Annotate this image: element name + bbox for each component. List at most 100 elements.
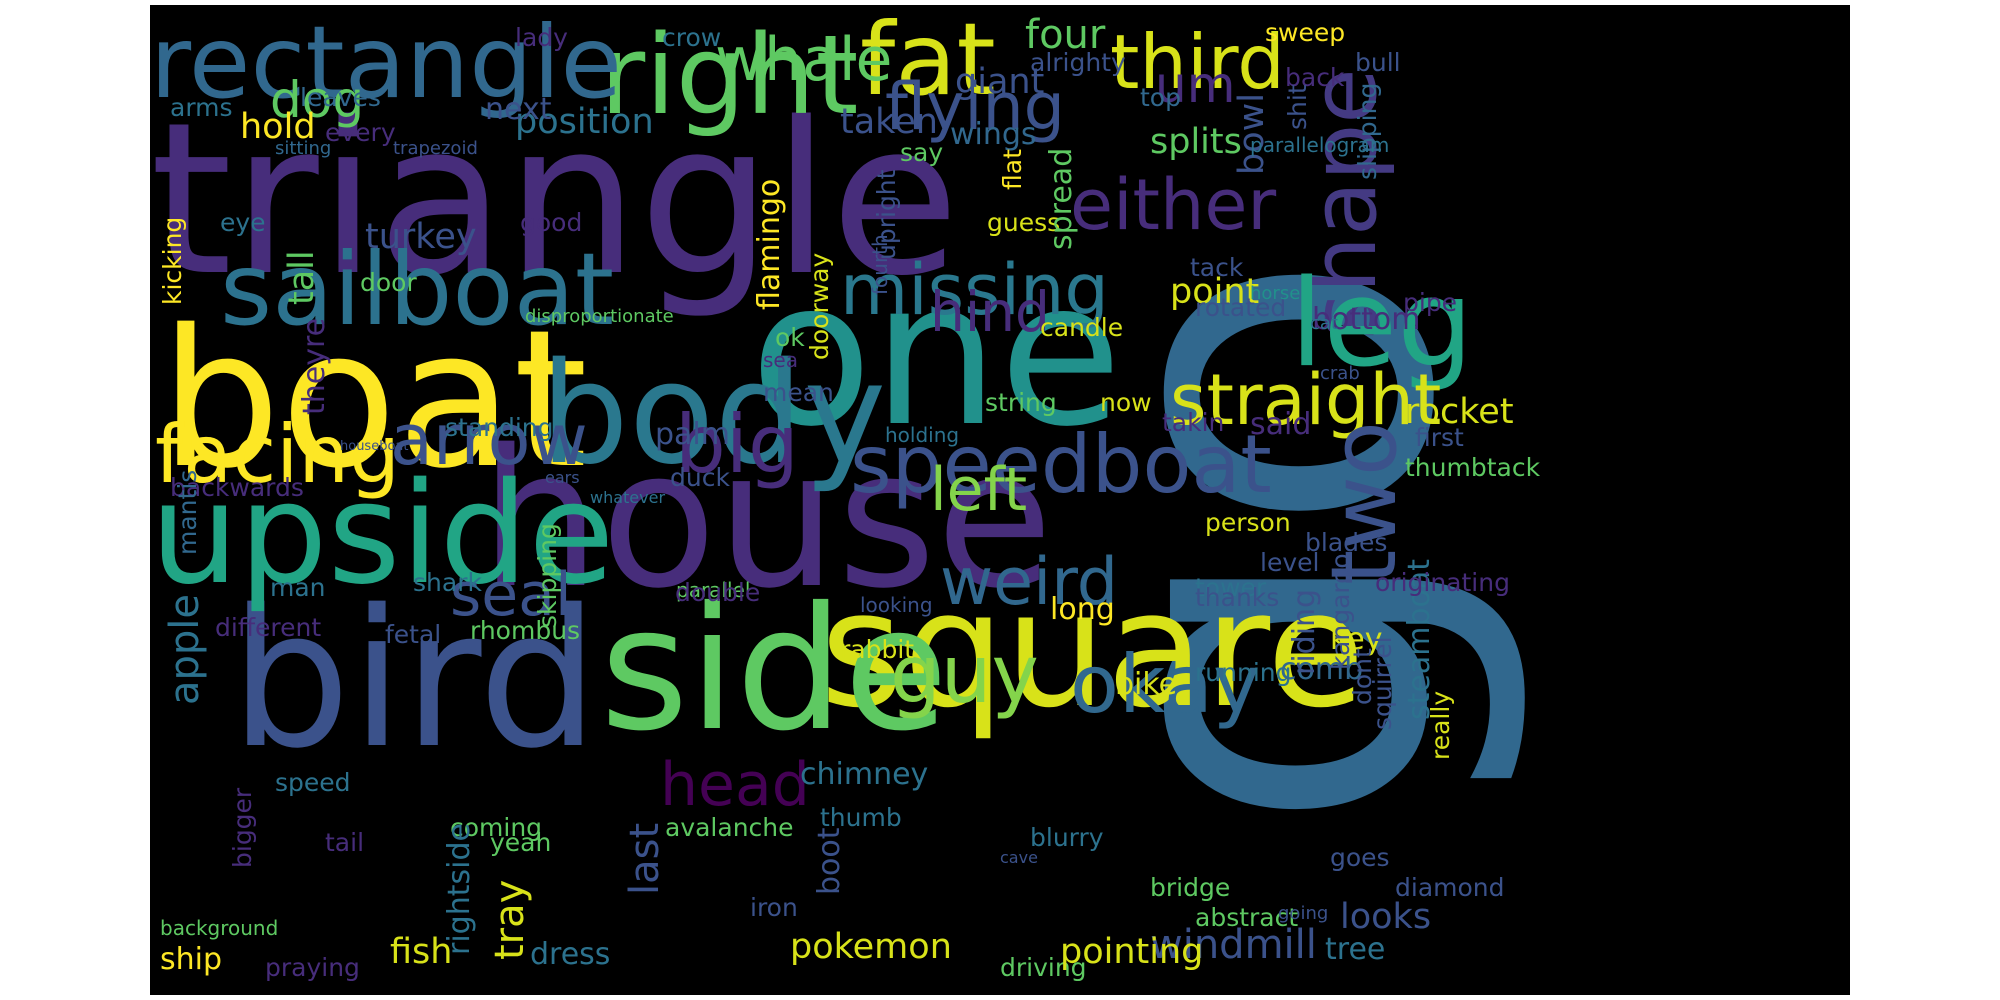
word-leaves: leaves — [300, 83, 381, 112]
word-first: first — [1415, 423, 1464, 452]
word-parallel: parallel — [676, 578, 751, 602]
word-sweep: sweep — [1265, 18, 1346, 47]
word-theyre: theyre — [297, 317, 332, 415]
word-parallelogram: parallelogram — [1250, 133, 1390, 157]
word-standing: standing — [445, 413, 554, 442]
word-fat: fat — [860, 5, 996, 118]
word-abstract: abstract — [1195, 903, 1299, 932]
word-tack: tack — [1190, 253, 1244, 282]
word-windmill: windmill — [1150, 922, 1317, 968]
word-rotated: rotated — [1195, 293, 1287, 322]
word-bottom: bottom — [1312, 302, 1421, 337]
word-cloud: triangle go one house boat bird square side upsi… — [150, 5, 1850, 995]
word-fetal: fetal — [385, 620, 442, 649]
word-duck: duck — [670, 463, 730, 492]
word-ok: ok — [775, 323, 805, 352]
word-third: third — [1110, 18, 1285, 106]
word-trapezoid: trapezoid — [393, 138, 478, 159]
word-turkey: turkey — [365, 217, 477, 257]
word-double: double — [675, 578, 761, 607]
word-guess: guess — [987, 208, 1061, 237]
word-cave: cave — [1000, 848, 1038, 867]
word-taken: taken — [840, 102, 938, 142]
word-mantis: mantis — [173, 469, 202, 555]
word-alrighty: alrighty — [1030, 48, 1126, 77]
word-person: person — [1205, 508, 1291, 537]
word-sitting: sitting — [275, 138, 332, 159]
word-weird: weird — [940, 545, 1119, 620]
word-pointing: pointing — [1060, 932, 1204, 972]
word-shark: shark — [413, 568, 482, 597]
word-square: square — [820, 556, 1366, 743]
word-upside: upside — [150, 453, 615, 616]
word-bridge: bridge — [1150, 873, 1231, 902]
word-crab: crab — [1320, 363, 1360, 384]
word-looking: looking — [860, 593, 933, 617]
word-blades: blades — [1305, 528, 1388, 557]
word-rocket: rocket — [1405, 392, 1514, 432]
word-thanks: thanks — [1195, 583, 1280, 612]
word-said: said — [1250, 407, 1312, 442]
word-iron: iron — [750, 893, 798, 922]
word-hind: hind — [930, 280, 1050, 344]
word-bird: bird — [230, 569, 599, 790]
word-different: different — [215, 613, 322, 642]
word-four: four — [1025, 12, 1106, 58]
word-eye: eye — [220, 208, 266, 237]
word-long: long — [1050, 592, 1115, 627]
word-candle: candle — [1040, 313, 1124, 342]
word-holding: holding — [885, 423, 960, 447]
word-tree: tree — [1325, 932, 1386, 967]
word-top: top — [1140, 83, 1181, 112]
word-background: background — [160, 916, 279, 940]
word-tail: tail — [325, 828, 365, 857]
word-flying: flying — [885, 70, 1065, 145]
word-speedboat: speedboat — [850, 418, 1272, 511]
word-hold: hold — [240, 107, 316, 147]
word-back: back — [1285, 63, 1345, 92]
word-speed: speed — [275, 768, 351, 797]
word-avalanche: avalanche — [665, 813, 794, 842]
word-door: door — [360, 268, 417, 297]
word-goes: goes — [1330, 843, 1390, 872]
word-praying: praying — [265, 953, 360, 982]
word-kicking: kicking — [158, 216, 187, 305]
word-every: every — [325, 118, 396, 147]
word-tower: tower — [1195, 573, 1267, 602]
word-say: say — [900, 138, 944, 167]
word-driving: driving — [1000, 953, 1087, 982]
word-arrow: arrow — [390, 399, 588, 481]
word-right: right — [600, 11, 859, 139]
word-giant: giant — [955, 62, 1045, 102]
word-bull: bull — [1355, 48, 1401, 77]
word-last: last — [622, 822, 668, 895]
word-dress: dress — [530, 937, 611, 972]
word-riding: riding — [1287, 588, 1322, 675]
word-thumbtack: thumbtack — [1405, 453, 1541, 482]
word-diamond: diamond — [1395, 873, 1505, 902]
word-skipping: skipping — [533, 523, 562, 628]
word-comb: comb — [1280, 652, 1364, 687]
word-ship: ship — [160, 942, 223, 977]
word-horse: horse — [1250, 283, 1301, 304]
word-big: big — [675, 398, 799, 491]
word-facing: facing — [155, 408, 400, 501]
word-going: going — [1278, 903, 1329, 924]
word-bike: bike — [1115, 667, 1178, 702]
word-yeah: yeah — [490, 828, 552, 857]
word-boot: boot — [812, 827, 847, 895]
word-coming: coming — [450, 813, 543, 842]
word-tall: tall — [282, 250, 322, 305]
word-point: point — [1170, 272, 1260, 312]
word-palm: palm — [655, 417, 730, 452]
word-bigger: bigger — [228, 787, 257, 868]
word-cat: cat — [1310, 313, 1338, 334]
word-originating: originating — [1375, 568, 1510, 597]
word-apple: apple — [162, 593, 208, 705]
word-flamingo: flamingo — [752, 178, 787, 310]
word-whale: whale — [715, 25, 893, 95]
word-side: side — [600, 571, 949, 769]
word-house: house — [480, 409, 1053, 630]
word-upright: upright — [872, 169, 901, 260]
word-position: position — [515, 102, 654, 142]
